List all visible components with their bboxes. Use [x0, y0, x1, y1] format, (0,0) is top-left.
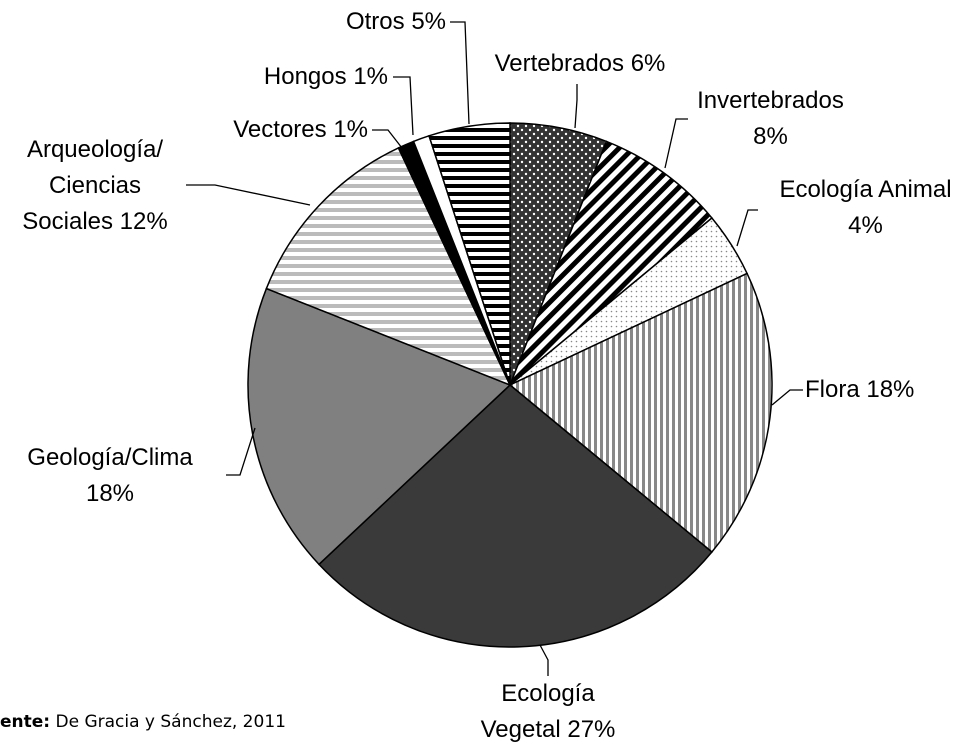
slice-label: Ecología Vegetal 27%: [468, 676, 628, 748]
value-label: 12%: [119, 208, 168, 235]
category-label: Otros: [345, 8, 405, 35]
leader-line: [539, 644, 549, 676]
category-label: Arqueología/ Ciencias Sociales: [22, 136, 164, 235]
slice-label: Geología/Clima 18%: [15, 440, 205, 512]
pie-slice: [317, 384, 713, 648]
value-label: 5%: [411, 8, 446, 35]
pie-slice: [508, 272, 773, 554]
category-label: Ecología Animal: [779, 176, 952, 203]
leader-line: [186, 184, 311, 206]
category-label: Ecología Vegetal: [480, 680, 595, 743]
value-label: 1%: [353, 63, 388, 90]
value-label: 27%: [567, 716, 616, 743]
pie-slice: [265, 146, 512, 387]
leader-line: [393, 76, 414, 136]
pie-slice: [509, 140, 713, 386]
slice-label: Vectores 1%: [168, 112, 368, 148]
leader-line: [372, 129, 403, 149]
source-note: ente: De Gracia y Sánchez, 2011: [0, 712, 286, 732]
category-label: Flora: [805, 376, 860, 403]
pie-slice: [428, 122, 511, 386]
leader-line: [664, 118, 688, 169]
leader-line: [450, 21, 470, 125]
slice-label: Arqueología/ Ciencias Sociales 12%: [5, 132, 185, 240]
category-label: Hongos: [263, 63, 347, 90]
leader-line: [736, 209, 758, 247]
slice-label: Vertebrados 6%: [450, 46, 710, 82]
value-label: 6%: [630, 50, 666, 77]
note-label: ente:: [0, 712, 51, 732]
slice-label: Invertebrados 8%: [683, 83, 858, 155]
value-label: 18%: [866, 376, 915, 403]
category-label: Geología/Clima: [27, 444, 193, 471]
category-label: Vertebrados: [494, 50, 625, 77]
leader-line: [771, 389, 803, 406]
leader-line: [226, 427, 256, 476]
category-label: Invertebrados: [697, 87, 844, 114]
value-label: 18%: [85, 480, 135, 507]
value-label: 4%: [848, 212, 883, 239]
leader-line: [574, 84, 578, 129]
slice-label: Hongos 1%: [188, 59, 388, 95]
category-label: Vectores: [233, 116, 327, 143]
value-label: 8%: [753, 123, 788, 150]
slice-label: Flora 18%: [805, 372, 965, 408]
note-text: De Gracia y Sánchez, 2011: [55, 712, 286, 732]
slice-label: Ecología Animal 4%: [768, 172, 963, 244]
slice-label: Otros 5%: [246, 4, 446, 40]
value-label: 1%: [333, 116, 368, 143]
